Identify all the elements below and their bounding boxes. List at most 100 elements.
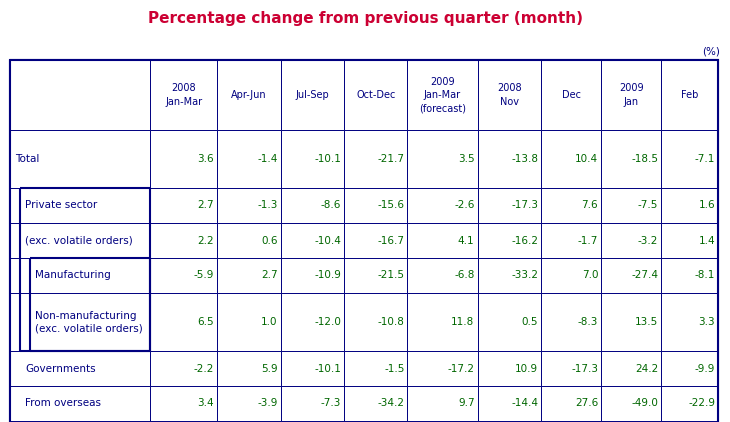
Bar bbox=[407, 60, 477, 130]
Bar bbox=[601, 188, 661, 223]
Bar bbox=[541, 421, 601, 422]
Bar bbox=[601, 258, 661, 293]
Bar bbox=[280, 188, 344, 223]
Bar bbox=[407, 188, 477, 223]
Bar bbox=[407, 386, 477, 421]
Text: -3.2: -3.2 bbox=[638, 235, 658, 246]
Bar bbox=[601, 351, 661, 386]
Bar bbox=[477, 130, 541, 188]
Bar bbox=[601, 421, 661, 422]
Bar bbox=[477, 386, 541, 421]
Text: -27.4: -27.4 bbox=[631, 271, 658, 281]
Text: -10.4: -10.4 bbox=[314, 235, 341, 246]
Text: Private sector: Private sector bbox=[25, 200, 97, 211]
Text: -7.3: -7.3 bbox=[320, 398, 341, 408]
Text: -7.5: -7.5 bbox=[638, 200, 658, 211]
Bar bbox=[541, 223, 601, 258]
Text: Feb: Feb bbox=[681, 90, 699, 100]
Text: -8.3: -8.3 bbox=[577, 317, 598, 327]
Bar bbox=[217, 421, 280, 422]
Bar bbox=[10, 130, 150, 188]
Text: -13.8: -13.8 bbox=[511, 154, 538, 164]
Bar bbox=[280, 421, 344, 422]
Bar bbox=[10, 421, 150, 422]
Bar bbox=[10, 351, 150, 386]
Bar bbox=[150, 421, 217, 422]
Text: 7.0: 7.0 bbox=[582, 271, 598, 281]
Text: Governments: Governments bbox=[25, 363, 96, 373]
Bar bbox=[280, 258, 344, 293]
Text: (%): (%) bbox=[702, 47, 720, 57]
Text: -18.5: -18.5 bbox=[631, 154, 658, 164]
Bar bbox=[344, 351, 407, 386]
Text: -49.0: -49.0 bbox=[631, 398, 658, 408]
Bar bbox=[344, 60, 407, 130]
Bar bbox=[344, 223, 407, 258]
Text: -10.9: -10.9 bbox=[314, 271, 341, 281]
Bar bbox=[541, 188, 601, 223]
Text: -1.7: -1.7 bbox=[577, 235, 598, 246]
Text: Total: Total bbox=[15, 154, 39, 164]
Text: 27.6: 27.6 bbox=[575, 398, 598, 408]
Bar bbox=[150, 60, 217, 130]
Text: 4.1: 4.1 bbox=[458, 235, 474, 246]
Bar bbox=[10, 60, 150, 130]
Text: -9.9: -9.9 bbox=[695, 363, 715, 373]
Text: Jul-Sep: Jul-Sep bbox=[296, 90, 329, 100]
Text: -8.6: -8.6 bbox=[320, 200, 341, 211]
Bar bbox=[280, 293, 344, 351]
Bar bbox=[477, 258, 541, 293]
Bar bbox=[150, 130, 217, 188]
Text: 3.6: 3.6 bbox=[197, 154, 214, 164]
Bar bbox=[601, 223, 661, 258]
Bar bbox=[217, 60, 280, 130]
Text: (exc. volatile orders): (exc. volatile orders) bbox=[25, 235, 133, 246]
Bar bbox=[661, 130, 718, 188]
Bar bbox=[280, 130, 344, 188]
Text: Manufacturing: Manufacturing bbox=[35, 271, 111, 281]
Bar bbox=[344, 293, 407, 351]
Bar bbox=[407, 293, 477, 351]
Text: 0.5: 0.5 bbox=[521, 317, 538, 327]
Text: -6.8: -6.8 bbox=[454, 271, 474, 281]
Text: Dec: Dec bbox=[561, 90, 580, 100]
Text: -17.3: -17.3 bbox=[511, 200, 538, 211]
Text: 3.4: 3.4 bbox=[197, 398, 214, 408]
Bar bbox=[477, 421, 541, 422]
Bar bbox=[150, 188, 217, 223]
Bar bbox=[150, 386, 217, 421]
Bar bbox=[280, 60, 344, 130]
Bar bbox=[217, 293, 280, 351]
Bar bbox=[217, 386, 280, 421]
Text: Oct-Dec: Oct-Dec bbox=[356, 90, 396, 100]
Bar bbox=[280, 351, 344, 386]
Bar bbox=[217, 223, 280, 258]
Text: 24.2: 24.2 bbox=[635, 363, 658, 373]
Text: -21.7: -21.7 bbox=[377, 154, 404, 164]
Text: -14.4: -14.4 bbox=[511, 398, 538, 408]
Bar bbox=[601, 130, 661, 188]
Bar bbox=[407, 258, 477, 293]
Text: -15.6: -15.6 bbox=[377, 200, 404, 211]
Bar bbox=[150, 258, 217, 293]
Bar bbox=[477, 223, 541, 258]
Text: -3.9: -3.9 bbox=[257, 398, 277, 408]
Bar bbox=[661, 60, 718, 130]
Text: 2009
Jan: 2009 Jan bbox=[619, 84, 643, 107]
Text: -17.2: -17.2 bbox=[447, 363, 475, 373]
Bar bbox=[541, 386, 601, 421]
Text: -12.0: -12.0 bbox=[314, 317, 341, 327]
Bar bbox=[150, 223, 217, 258]
Bar bbox=[10, 293, 150, 351]
Bar bbox=[344, 130, 407, 188]
Text: 13.5: 13.5 bbox=[635, 317, 658, 327]
Bar bbox=[217, 351, 280, 386]
Bar bbox=[477, 188, 541, 223]
Text: -10.1: -10.1 bbox=[314, 363, 341, 373]
Text: -10.8: -10.8 bbox=[377, 317, 404, 327]
Text: 6.5: 6.5 bbox=[197, 317, 214, 327]
Bar bbox=[217, 130, 280, 188]
Text: Non-manufacturing
(exc. volatile orders): Non-manufacturing (exc. volatile orders) bbox=[35, 311, 143, 333]
Bar bbox=[150, 293, 217, 351]
Bar bbox=[407, 421, 477, 422]
